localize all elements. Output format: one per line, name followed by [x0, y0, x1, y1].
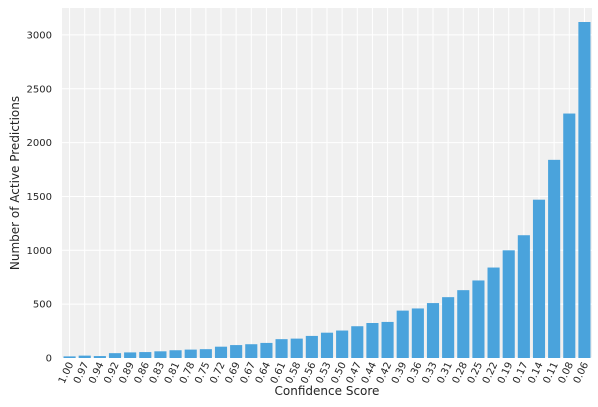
x-axis-label: Confidence Score: [275, 384, 380, 398]
bar: [184, 349, 197, 358]
y-axis-label: Number of Active Predictions: [8, 96, 22, 270]
bar: [260, 342, 273, 358]
bar: [230, 345, 243, 358]
bar: [305, 335, 318, 358]
bar: [108, 353, 122, 358]
bar: [426, 303, 440, 358]
bar: [548, 159, 561, 358]
bar: [457, 290, 470, 358]
bar: [532, 199, 546, 358]
bar: [245, 344, 258, 358]
y-tick-label: 1500: [27, 192, 52, 203]
bar: [396, 310, 409, 358]
bar: [214, 346, 228, 358]
bar: [472, 280, 485, 358]
y-axis-ticks: 0 500 1000 1500 2000 2500 3000: [27, 30, 52, 364]
bar: [336, 330, 349, 358]
bar: [63, 356, 76, 358]
bar: [578, 22, 591, 358]
bar: [442, 297, 455, 358]
bar: [351, 326, 364, 358]
bars: [63, 22, 591, 359]
bar: [290, 338, 303, 358]
bar: [154, 351, 167, 358]
bar: [320, 332, 334, 358]
bar: [124, 352, 137, 358]
y-tick-label: 1000: [27, 246, 52, 257]
y-tick-label: 0: [46, 354, 52, 365]
bar: [366, 323, 379, 358]
bar: [78, 355, 91, 358]
bar: [517, 235, 530, 358]
bar: [139, 352, 152, 358]
bar: [381, 321, 394, 358]
x-tick-label: 0.06: [572, 361, 591, 386]
bar: [411, 308, 424, 358]
y-tick-label: 2000: [27, 138, 52, 149]
y-tick-label: 500: [33, 300, 52, 311]
bar: [563, 113, 576, 359]
bar: [199, 349, 212, 358]
bar: [487, 267, 500, 358]
bar: [93, 356, 106, 358]
bar: [502, 250, 515, 358]
x-axis-ticks: 1.000.970.940.920.890.860.830.810.780.75…: [57, 361, 591, 386]
bar: [169, 350, 182, 358]
y-tick-label: 3000: [27, 30, 52, 41]
bar: [275, 339, 288, 358]
y-tick-label: 2500: [27, 84, 52, 95]
